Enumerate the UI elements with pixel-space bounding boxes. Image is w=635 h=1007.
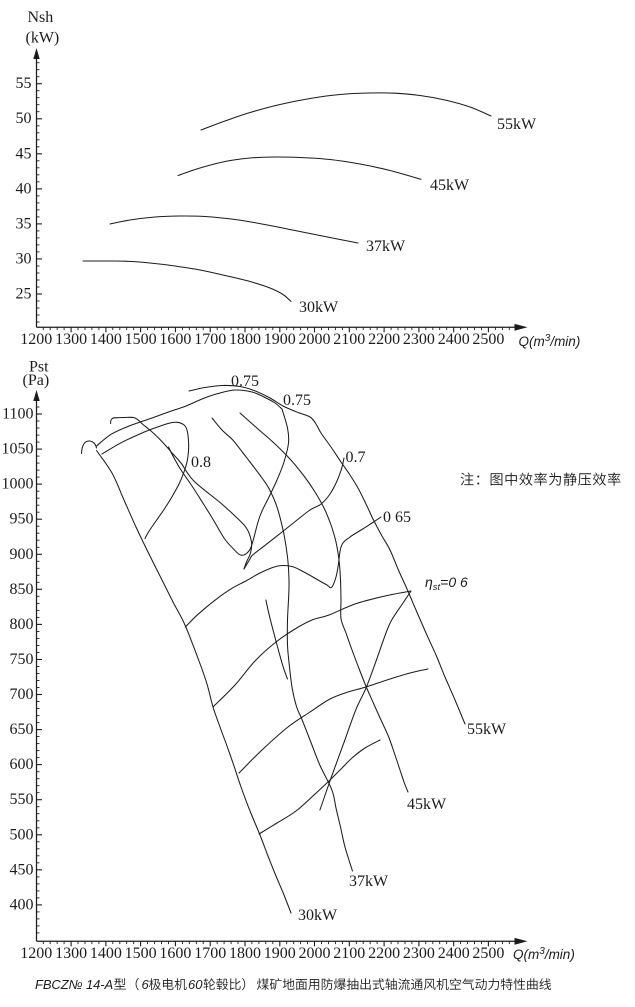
- svg-text:400: 400: [10, 896, 34, 913]
- svg-text:900: 900: [10, 546, 34, 563]
- svg-text:1800: 1800: [229, 331, 261, 348]
- svg-text:30: 30: [16, 250, 32, 267]
- svg-text:1600: 1600: [159, 945, 191, 962]
- svg-text:55kW: 55kW: [467, 721, 507, 738]
- svg-text:850: 850: [10, 581, 34, 598]
- svg-text:1900: 1900: [264, 945, 296, 962]
- svg-text:FBCZ№ 14-A: FBCZ№ 14-A: [35, 977, 113, 992]
- svg-text:2000: 2000: [299, 331, 331, 348]
- svg-text:1900: 1900: [264, 331, 296, 348]
- svg-text:0.75: 0.75: [231, 373, 259, 390]
- svg-text:37kW: 37kW: [349, 873, 389, 890]
- svg-text:25: 25: [16, 286, 32, 303]
- svg-text:60: 60: [188, 977, 203, 992]
- svg-text:2200: 2200: [368, 331, 400, 348]
- svg-text:1700: 1700: [194, 331, 226, 348]
- svg-text:1300: 1300: [55, 945, 87, 962]
- svg-text:750: 750: [10, 651, 34, 668]
- svg-text:2400: 2400: [438, 945, 470, 962]
- svg-text:2500: 2500: [472, 331, 504, 348]
- svg-text:800: 800: [10, 616, 34, 633]
- svg-text:1400: 1400: [90, 331, 122, 348]
- svg-text:(Pa): (Pa): [23, 372, 50, 389]
- svg-text:700: 700: [10, 686, 34, 703]
- svg-text:50: 50: [16, 110, 32, 127]
- svg-text:1300: 1300: [55, 331, 87, 348]
- svg-text:45kW: 45kW: [430, 177, 470, 194]
- svg-text:2500: 2500: [472, 945, 504, 962]
- svg-text:500: 500: [10, 826, 34, 843]
- svg-text:950: 950: [10, 511, 34, 528]
- svg-text:1600: 1600: [159, 331, 191, 348]
- svg-text:2400: 2400: [438, 331, 470, 348]
- svg-text:1400: 1400: [90, 945, 122, 962]
- svg-text:30kW: 30kW: [299, 299, 339, 316]
- svg-text:0.7: 0.7: [346, 449, 366, 466]
- svg-text:0 65: 0 65: [383, 509, 411, 526]
- svg-text:0.8: 0.8: [191, 454, 211, 471]
- svg-text:1100: 1100: [2, 406, 33, 423]
- svg-text:1200: 1200: [20, 945, 52, 962]
- svg-text:35: 35: [16, 215, 32, 232]
- svg-text:37kW: 37kW: [366, 238, 406, 255]
- svg-text:1500: 1500: [125, 331, 157, 348]
- svg-text:55: 55: [16, 75, 32, 92]
- svg-text:Q(m3/min): Q(m3/min): [513, 946, 575, 962]
- svg-text:1200: 1200: [20, 331, 52, 348]
- svg-text:1800: 1800: [229, 945, 261, 962]
- svg-text:6: 6: [142, 977, 150, 992]
- svg-text:1050: 1050: [2, 441, 34, 458]
- svg-text:1700: 1700: [194, 945, 226, 962]
- svg-text:1500: 1500: [125, 945, 157, 962]
- svg-text:450: 450: [10, 861, 34, 878]
- svg-text:Q(m3/min): Q(m3/min): [519, 333, 581, 349]
- svg-text:30kW: 30kW: [298, 907, 338, 924]
- svg-text:550: 550: [10, 791, 34, 808]
- svg-text:Nsh: Nsh: [28, 9, 54, 26]
- svg-text:1000: 1000: [2, 476, 34, 493]
- svg-text:45kW: 45kW: [407, 796, 447, 813]
- svg-text:650: 650: [10, 721, 34, 738]
- svg-text:2300: 2300: [403, 945, 435, 962]
- svg-text:2100: 2100: [333, 331, 365, 348]
- svg-text:2000: 2000: [299, 945, 331, 962]
- svg-text:2100: 2100: [333, 945, 365, 962]
- svg-text:0.75: 0.75: [283, 392, 311, 409]
- svg-text:40: 40: [16, 180, 32, 197]
- svg-text:Pst: Pst: [29, 359, 49, 376]
- svg-text:2300: 2300: [403, 331, 435, 348]
- svg-text:55kW: 55kW: [497, 116, 537, 133]
- svg-text:(kW): (kW): [26, 30, 60, 47]
- svg-text:45: 45: [16, 145, 32, 162]
- svg-text:600: 600: [10, 756, 34, 773]
- svg-text:2200: 2200: [368, 945, 400, 962]
